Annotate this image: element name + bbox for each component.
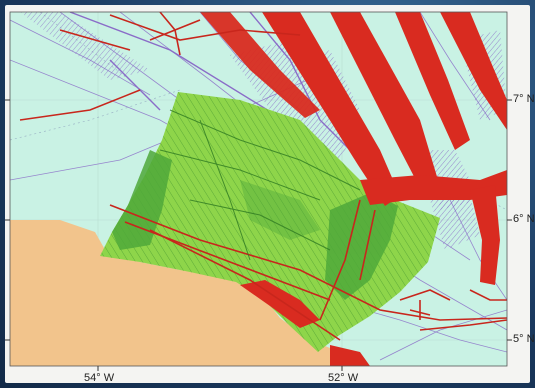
map-border xyxy=(9,11,508,367)
land xyxy=(10,220,370,366)
survey-area-dark xyxy=(112,150,398,300)
y-tick-label: 7° N xyxy=(513,93,535,105)
x-tick-label: 54° W xyxy=(84,372,115,384)
x-tick-label: 52° W xyxy=(328,372,359,384)
purple-track-lines xyxy=(69,12,351,151)
green-tracks xyxy=(159,109,361,261)
tick-marks xyxy=(5,99,512,371)
y-tick-label: 6° N xyxy=(513,213,535,225)
y-tick-label: 5° N xyxy=(513,333,535,345)
shipping-lanes xyxy=(200,12,507,366)
red-tracks xyxy=(19,12,507,341)
